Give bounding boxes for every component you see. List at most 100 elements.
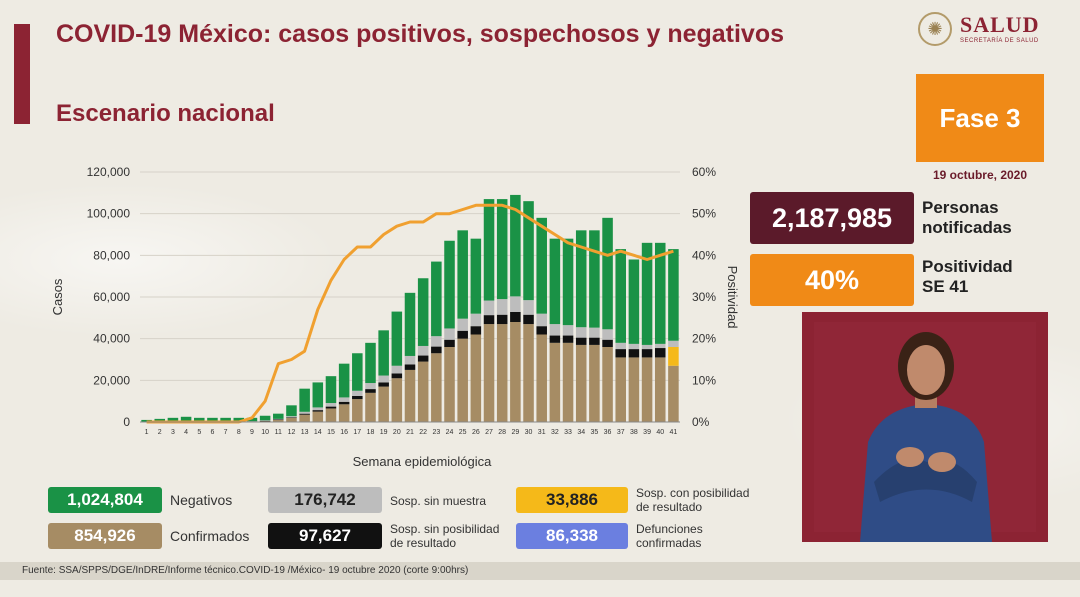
bar-segment (233, 417, 245, 422)
bar-segment (273, 419, 284, 422)
bar-segment (404, 355, 416, 365)
report-date: 19 octubre, 2020 (932, 168, 1028, 182)
bar-segment (654, 348, 666, 358)
x-tick-label: 9 (250, 429, 254, 436)
legend-confirmados-value: 854,926 (48, 523, 162, 549)
bar-segment (496, 314, 508, 325)
y2-tick-label: 0% (692, 415, 710, 429)
bar-segment (628, 259, 640, 344)
x-tick-label: 25 (459, 429, 467, 436)
bar-segment (273, 419, 284, 420)
bar-segment (483, 324, 495, 422)
notified-label-line1: Personas (922, 198, 999, 217)
bar-segment (417, 345, 429, 356)
bar-segment (325, 403, 337, 407)
bar-segment (483, 315, 495, 325)
bar-segment (523, 314, 534, 325)
bar-segment (615, 342, 626, 350)
y2-tick-label: 30% (692, 290, 716, 304)
x-tick-label: 2 (158, 429, 162, 436)
bar-segment (312, 407, 324, 411)
bar-segment (167, 417, 179, 422)
bar-segment (536, 334, 547, 422)
bar-segment (615, 349, 626, 358)
bar-segment (589, 327, 600, 338)
y2-tick-label: 40% (692, 248, 716, 262)
bar-segment (391, 373, 403, 379)
bar-segment (602, 329, 613, 340)
legend-sin-posibilidad-label: Sosp. sin posibilidad de resultado (390, 522, 499, 550)
bar-segment (549, 238, 561, 325)
legend-defunciones-line2: confirmadas (636, 536, 702, 550)
bar-segment (470, 334, 482, 422)
bar-segment (378, 330, 389, 376)
legend-con-posibilidad-value: 33,886 (516, 487, 628, 513)
bar-segment (299, 388, 310, 412)
bar-segment (549, 342, 561, 422)
legend-defunciones-value: 86,338 (516, 523, 628, 549)
bar-segment (589, 337, 600, 345)
x-tick-label: 30 (525, 429, 533, 436)
bar-segment (575, 344, 587, 422)
bar-segment (510, 194, 521, 297)
bar-segment (325, 408, 337, 422)
bar-segment (615, 249, 626, 343)
x-axis-label: Semana epidemiológica (353, 454, 493, 469)
bar-segment (273, 413, 284, 419)
bar-segment (259, 420, 271, 422)
bar-segment (641, 344, 653, 350)
x-tick-label: 1 (145, 429, 149, 436)
bar-segment (338, 404, 350, 422)
salud-logo: ✺ SALUD SECRETARÍA DE SALUD (918, 10, 1058, 50)
x-tick-label: 22 (419, 429, 427, 436)
bar-segment (654, 343, 666, 349)
bar-segment (365, 342, 376, 384)
x-tick-label: 38 (630, 429, 638, 436)
bar-segment (391, 365, 403, 374)
bar-segment (299, 413, 310, 415)
x-tick-label: 3 (171, 429, 175, 436)
legend-sin-muestra-value: 176,742 (268, 487, 382, 513)
phase-badge: Fase 3 (916, 74, 1044, 162)
x-tick-label: 27 (485, 429, 493, 436)
legend-con-posibilidad-line1: Sosp. con posibilidad (636, 486, 750, 500)
legend-defunciones-line1: Defunciones (636, 522, 703, 536)
x-tick-label: 37 (617, 429, 625, 436)
bar-segment (246, 421, 258, 422)
y-tick-label: 40,000 (93, 332, 130, 346)
bar-segment (194, 417, 205, 422)
x-tick-label: 19 (380, 429, 388, 436)
y-axis-label: Casos (50, 278, 65, 315)
legend-con-posibilidad-label: Sosp. con posibilidad de resultado (636, 486, 749, 514)
bar-segment (549, 324, 561, 336)
bar-segment (444, 347, 455, 422)
logo-text: SALUD (960, 12, 1040, 37)
y-tick-label: 100,000 (87, 207, 131, 221)
bar-segment (496, 299, 508, 315)
bar-segment (312, 382, 324, 408)
bar-segment (523, 300, 534, 315)
x-tick-label: 18 (367, 429, 375, 436)
bar-segment (668, 249, 679, 341)
y-tick-label: 0 (123, 415, 130, 429)
bar-segment (457, 338, 468, 422)
bar-segment (365, 389, 376, 393)
bar-segment (457, 318, 468, 331)
legend-defunciones-label: Defunciones confirmadas (636, 522, 703, 550)
bar-segment (391, 378, 403, 422)
bar-segment (312, 410, 324, 412)
bar-segment (483, 300, 495, 316)
bar-segment (338, 401, 350, 405)
bar-segment (325, 406, 337, 409)
bar-segment (457, 330, 468, 339)
bar-segment (378, 386, 389, 422)
x-tick-label: 39 (643, 429, 651, 436)
bar-segment (338, 397, 350, 402)
bar-segment (299, 414, 310, 422)
bar-segment (431, 346, 442, 354)
bar-segment (628, 349, 640, 358)
bar-segment (510, 312, 521, 322)
x-tick-label: 20 (393, 429, 401, 436)
x-tick-label: 5 (197, 429, 201, 436)
bar-segment (404, 292, 416, 356)
